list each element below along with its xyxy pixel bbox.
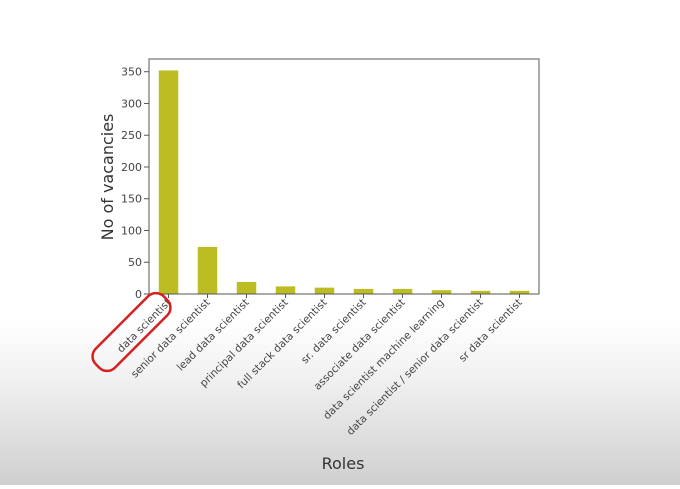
bar	[275, 286, 296, 294]
y-axis-ticks: 0 50 100 150 200 250 300 350	[121, 66, 149, 301]
bar	[431, 290, 452, 294]
y-tick-label: 150	[121, 193, 142, 206]
y-tick-label: 200	[121, 161, 142, 174]
bar	[470, 290, 491, 294]
x-tick-label: data scientist / senior data scientist	[344, 297, 485, 438]
bar	[314, 287, 335, 294]
plot-frame	[148, 58, 540, 295]
y-tick-label: 300	[121, 97, 142, 110]
x-tick-label: lead data scientist	[175, 297, 252, 374]
y-tick-label: 50	[128, 256, 142, 269]
highlight-annotation	[91, 291, 172, 373]
y-tick-label: 250	[121, 129, 142, 142]
y-tick-label: 100	[121, 224, 142, 237]
bar	[158, 70, 179, 294]
bar	[197, 247, 218, 294]
y-axis-label: No of vacancies	[98, 114, 117, 241]
bar	[392, 288, 413, 294]
bar	[509, 290, 530, 294]
y-tick-label: 350	[121, 66, 142, 79]
bars-group	[158, 70, 530, 294]
bar	[236, 281, 257, 294]
x-axis-label: Roles	[322, 454, 365, 473]
y-tick-label: 0	[135, 288, 142, 301]
bar	[353, 288, 374, 294]
